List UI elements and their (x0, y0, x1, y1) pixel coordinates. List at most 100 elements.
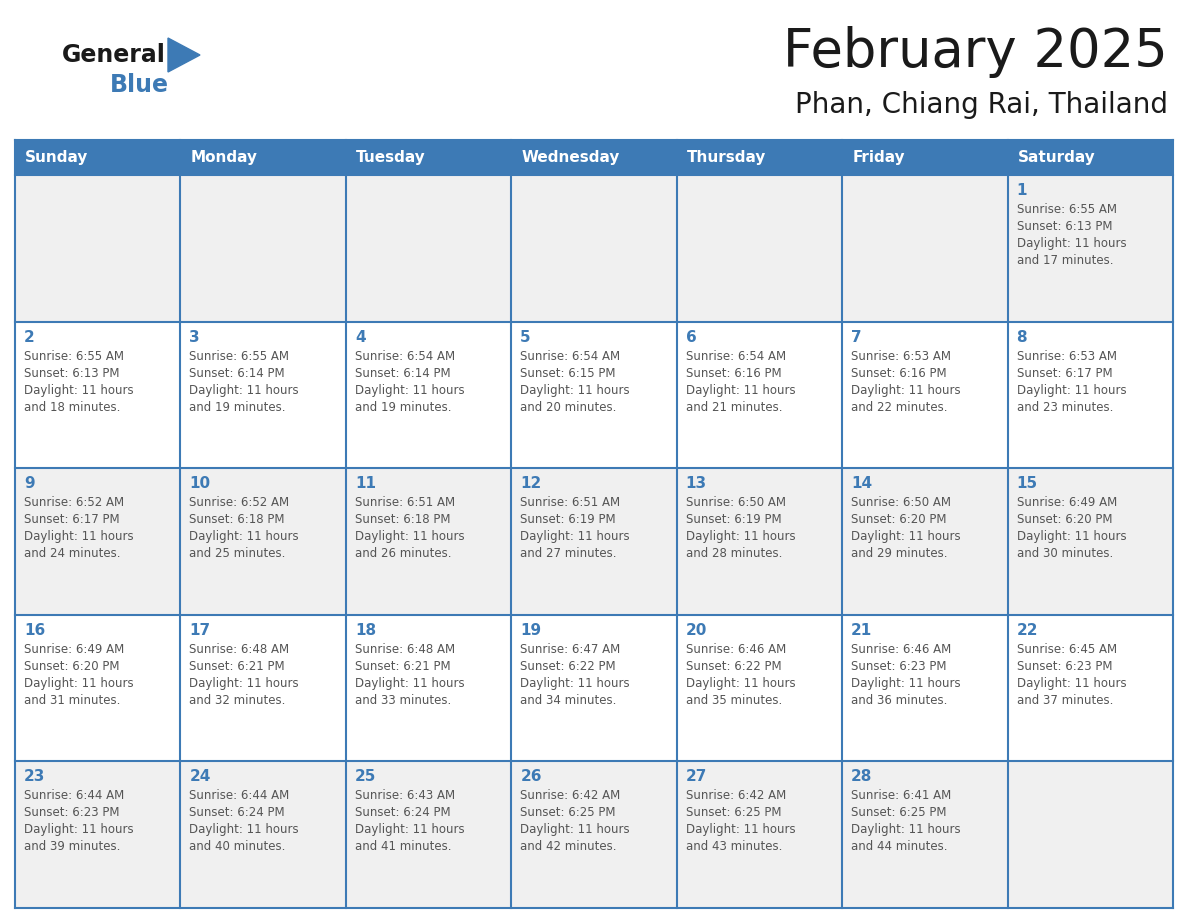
Text: Tuesday: Tuesday (356, 150, 425, 165)
Text: Sunset: 6:24 PM: Sunset: 6:24 PM (189, 806, 285, 820)
Bar (511, 321, 677, 468)
Text: and 42 minutes.: and 42 minutes. (520, 840, 617, 854)
Text: Sunset: 6:13 PM: Sunset: 6:13 PM (1017, 220, 1112, 233)
Text: and 25 minutes.: and 25 minutes. (189, 547, 286, 560)
Bar (842, 761, 1007, 908)
Text: Sunset: 6:13 PM: Sunset: 6:13 PM (24, 366, 120, 380)
Text: Saturday: Saturday (1018, 150, 1095, 165)
Bar (15, 140, 1173, 175)
Text: Phan, Chiang Rai, Thailand: Phan, Chiang Rai, Thailand (795, 91, 1168, 119)
Text: Sunset: 6:23 PM: Sunset: 6:23 PM (851, 660, 947, 673)
Bar (511, 761, 677, 908)
Text: and 19 minutes.: and 19 minutes. (355, 400, 451, 414)
Text: and 18 minutes.: and 18 minutes. (24, 400, 120, 414)
Text: Monday: Monday (190, 150, 258, 165)
Bar (842, 615, 1007, 761)
Text: Sunrise: 6:55 AM: Sunrise: 6:55 AM (24, 350, 124, 363)
Text: Daylight: 11 hours: Daylight: 11 hours (520, 677, 630, 689)
Text: Daylight: 11 hours: Daylight: 11 hours (355, 823, 465, 836)
Text: 21: 21 (851, 622, 872, 638)
Text: and 41 minutes.: and 41 minutes. (355, 840, 451, 854)
Text: Daylight: 11 hours: Daylight: 11 hours (24, 531, 133, 543)
Text: and 19 minutes.: and 19 minutes. (189, 400, 286, 414)
Text: 8: 8 (1017, 330, 1028, 344)
Text: and 36 minutes.: and 36 minutes. (851, 694, 948, 707)
Text: Daylight: 11 hours: Daylight: 11 hours (355, 677, 465, 689)
Bar (1007, 761, 1173, 908)
Text: Sunrise: 6:53 AM: Sunrise: 6:53 AM (1017, 350, 1117, 363)
Text: and 31 minutes.: and 31 minutes. (24, 694, 120, 707)
Text: Daylight: 11 hours: Daylight: 11 hours (355, 531, 465, 543)
Bar (511, 175, 677, 321)
Text: Daylight: 11 hours: Daylight: 11 hours (520, 823, 630, 836)
Bar (15, 175, 181, 321)
Bar (677, 175, 842, 321)
Text: 16: 16 (24, 622, 45, 638)
Text: 28: 28 (851, 769, 872, 784)
Text: Daylight: 11 hours: Daylight: 11 hours (24, 823, 133, 836)
Text: Daylight: 11 hours: Daylight: 11 hours (685, 823, 795, 836)
Text: and 40 minutes.: and 40 minutes. (189, 840, 286, 854)
Text: Daylight: 11 hours: Daylight: 11 hours (1017, 384, 1126, 397)
Text: Daylight: 11 hours: Daylight: 11 hours (189, 823, 299, 836)
Text: Daylight: 11 hours: Daylight: 11 hours (355, 384, 465, 397)
Text: and 22 minutes.: and 22 minutes. (851, 400, 948, 414)
Text: Daylight: 11 hours: Daylight: 11 hours (189, 677, 299, 689)
Bar (346, 615, 511, 761)
Bar (15, 321, 181, 468)
Bar (677, 761, 842, 908)
Text: Sunrise: 6:54 AM: Sunrise: 6:54 AM (685, 350, 785, 363)
Text: Sunrise: 6:44 AM: Sunrise: 6:44 AM (24, 789, 125, 802)
Text: Sunrise: 6:41 AM: Sunrise: 6:41 AM (851, 789, 952, 802)
Text: Sunrise: 6:55 AM: Sunrise: 6:55 AM (189, 350, 290, 363)
Bar (842, 321, 1007, 468)
Bar (181, 761, 346, 908)
Text: Sunrise: 6:46 AM: Sunrise: 6:46 AM (685, 643, 786, 655)
Text: Sunset: 6:14 PM: Sunset: 6:14 PM (189, 366, 285, 380)
Text: and 35 minutes.: and 35 minutes. (685, 694, 782, 707)
Text: 14: 14 (851, 476, 872, 491)
Text: 10: 10 (189, 476, 210, 491)
Text: and 21 minutes.: and 21 minutes. (685, 400, 782, 414)
Bar (842, 175, 1007, 321)
Text: Daylight: 11 hours: Daylight: 11 hours (520, 384, 630, 397)
Text: Sunrise: 6:55 AM: Sunrise: 6:55 AM (1017, 203, 1117, 216)
Text: Sunset: 6:16 PM: Sunset: 6:16 PM (851, 366, 947, 380)
Text: 18: 18 (355, 622, 375, 638)
Text: 12: 12 (520, 476, 542, 491)
Text: Sunrise: 6:54 AM: Sunrise: 6:54 AM (355, 350, 455, 363)
Text: Sunrise: 6:49 AM: Sunrise: 6:49 AM (24, 643, 125, 655)
Text: Sunset: 6:25 PM: Sunset: 6:25 PM (520, 806, 615, 820)
Bar (346, 175, 511, 321)
Text: 11: 11 (355, 476, 375, 491)
Text: Sunset: 6:23 PM: Sunset: 6:23 PM (24, 806, 120, 820)
Text: Sunset: 6:14 PM: Sunset: 6:14 PM (355, 366, 450, 380)
Text: 6: 6 (685, 330, 696, 344)
Text: Sunset: 6:20 PM: Sunset: 6:20 PM (24, 660, 120, 673)
Text: Daylight: 11 hours: Daylight: 11 hours (685, 384, 795, 397)
Text: Sunset: 6:17 PM: Sunset: 6:17 PM (1017, 366, 1112, 380)
Text: and 29 minutes.: and 29 minutes. (851, 547, 948, 560)
Text: Sunset: 6:20 PM: Sunset: 6:20 PM (851, 513, 947, 526)
Text: 4: 4 (355, 330, 366, 344)
Text: 26: 26 (520, 769, 542, 784)
Text: Sunrise: 6:50 AM: Sunrise: 6:50 AM (685, 497, 785, 509)
Text: and 37 minutes.: and 37 minutes. (1017, 694, 1113, 707)
Text: Sunrise: 6:54 AM: Sunrise: 6:54 AM (520, 350, 620, 363)
Text: Daylight: 11 hours: Daylight: 11 hours (189, 531, 299, 543)
Text: Daylight: 11 hours: Daylight: 11 hours (851, 823, 961, 836)
Text: and 28 minutes.: and 28 minutes. (685, 547, 782, 560)
Text: 7: 7 (851, 330, 861, 344)
Text: 23: 23 (24, 769, 45, 784)
Text: Daylight: 11 hours: Daylight: 11 hours (685, 531, 795, 543)
Text: Daylight: 11 hours: Daylight: 11 hours (851, 677, 961, 689)
Text: Sunrise: 6:52 AM: Sunrise: 6:52 AM (24, 497, 124, 509)
Text: and 44 minutes.: and 44 minutes. (851, 840, 948, 854)
Text: Sunset: 6:16 PM: Sunset: 6:16 PM (685, 366, 782, 380)
Text: Wednesday: Wednesday (522, 150, 620, 165)
Text: Sunset: 6:18 PM: Sunset: 6:18 PM (355, 513, 450, 526)
Bar (677, 321, 842, 468)
Text: Sunrise: 6:48 AM: Sunrise: 6:48 AM (355, 643, 455, 655)
Text: Daylight: 11 hours: Daylight: 11 hours (1017, 237, 1126, 250)
Text: Sunrise: 6:53 AM: Sunrise: 6:53 AM (851, 350, 952, 363)
